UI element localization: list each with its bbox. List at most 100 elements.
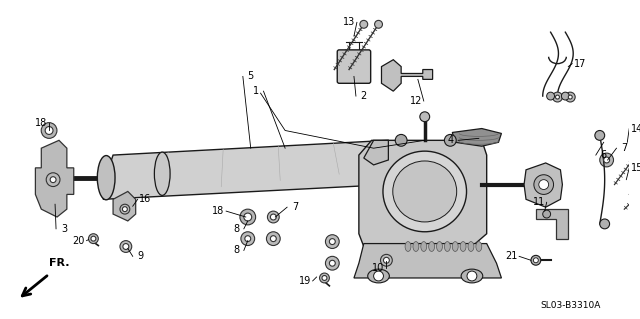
Text: 18: 18 [35, 118, 47, 128]
Text: 1: 1 [253, 86, 259, 96]
Ellipse shape [444, 241, 451, 251]
Circle shape [381, 254, 392, 266]
Polygon shape [103, 140, 398, 199]
Polygon shape [354, 244, 501, 278]
Circle shape [326, 235, 339, 249]
Text: 12: 12 [410, 96, 422, 106]
Text: 8: 8 [233, 224, 239, 234]
Text: 2: 2 [361, 91, 367, 101]
FancyBboxPatch shape [337, 50, 371, 83]
Circle shape [360, 20, 368, 28]
Text: 9: 9 [138, 251, 143, 261]
Text: SL03-B3310A: SL03-B3310A [540, 301, 600, 310]
Circle shape [123, 244, 129, 249]
Text: 16: 16 [140, 194, 152, 204]
Circle shape [244, 213, 252, 221]
Circle shape [374, 271, 383, 281]
Circle shape [120, 241, 132, 252]
Circle shape [330, 239, 335, 245]
Text: 4: 4 [447, 135, 453, 145]
Circle shape [270, 236, 276, 241]
Ellipse shape [413, 241, 419, 251]
Circle shape [122, 207, 127, 211]
Circle shape [533, 258, 538, 263]
Circle shape [568, 95, 572, 99]
Circle shape [396, 134, 407, 146]
Circle shape [41, 122, 57, 138]
Circle shape [539, 180, 548, 189]
Circle shape [322, 276, 327, 280]
Circle shape [326, 256, 339, 270]
Text: 10: 10 [372, 263, 385, 273]
Text: 7: 7 [292, 202, 298, 212]
Polygon shape [364, 140, 388, 165]
Circle shape [120, 204, 130, 214]
Circle shape [268, 211, 279, 223]
Text: 20: 20 [72, 236, 85, 246]
Text: 5: 5 [248, 71, 254, 81]
Circle shape [240, 209, 255, 225]
Circle shape [319, 273, 330, 283]
Circle shape [595, 130, 605, 140]
Circle shape [543, 210, 550, 218]
Ellipse shape [468, 241, 474, 251]
Ellipse shape [476, 241, 482, 251]
Ellipse shape [429, 241, 435, 251]
Ellipse shape [460, 241, 466, 251]
Text: 11: 11 [532, 197, 545, 207]
Circle shape [444, 134, 456, 146]
Ellipse shape [368, 269, 389, 283]
Ellipse shape [393, 161, 457, 222]
Circle shape [534, 175, 554, 194]
Ellipse shape [405, 241, 411, 251]
Polygon shape [359, 140, 486, 247]
Text: 18: 18 [212, 206, 225, 216]
Circle shape [383, 257, 389, 263]
Circle shape [531, 256, 541, 265]
Circle shape [600, 153, 614, 167]
Circle shape [241, 232, 255, 246]
Text: 19: 19 [299, 276, 311, 286]
Circle shape [561, 92, 569, 100]
Circle shape [46, 173, 60, 187]
Circle shape [547, 92, 554, 100]
Circle shape [330, 260, 335, 266]
Ellipse shape [421, 241, 427, 251]
Text: 13: 13 [343, 17, 355, 27]
Ellipse shape [97, 156, 115, 200]
Circle shape [50, 177, 56, 182]
Circle shape [245, 236, 251, 241]
Text: 7: 7 [621, 143, 627, 153]
Text: 15: 15 [631, 163, 640, 173]
Circle shape [374, 20, 383, 28]
Ellipse shape [452, 241, 458, 251]
Text: 8: 8 [233, 245, 239, 256]
Ellipse shape [436, 241, 442, 251]
Polygon shape [524, 163, 563, 207]
Circle shape [88, 234, 99, 244]
Circle shape [556, 95, 559, 99]
Circle shape [565, 92, 575, 102]
Circle shape [45, 127, 53, 134]
Circle shape [552, 92, 563, 102]
Text: 21: 21 [505, 251, 518, 261]
Circle shape [467, 271, 477, 281]
Polygon shape [536, 209, 568, 239]
Ellipse shape [461, 269, 483, 283]
Circle shape [420, 112, 429, 122]
Circle shape [270, 214, 276, 220]
Ellipse shape [383, 151, 467, 232]
Text: FR.: FR. [49, 258, 70, 268]
Polygon shape [35, 140, 74, 217]
Circle shape [600, 219, 609, 229]
Text: 3: 3 [61, 224, 67, 234]
Polygon shape [113, 191, 136, 221]
Ellipse shape [154, 152, 170, 195]
Text: 14: 14 [631, 123, 640, 134]
Text: 17: 17 [574, 59, 586, 69]
Circle shape [604, 157, 609, 163]
Text: 6: 6 [600, 150, 607, 160]
Polygon shape [452, 129, 501, 146]
Polygon shape [381, 60, 433, 91]
Circle shape [266, 232, 280, 246]
